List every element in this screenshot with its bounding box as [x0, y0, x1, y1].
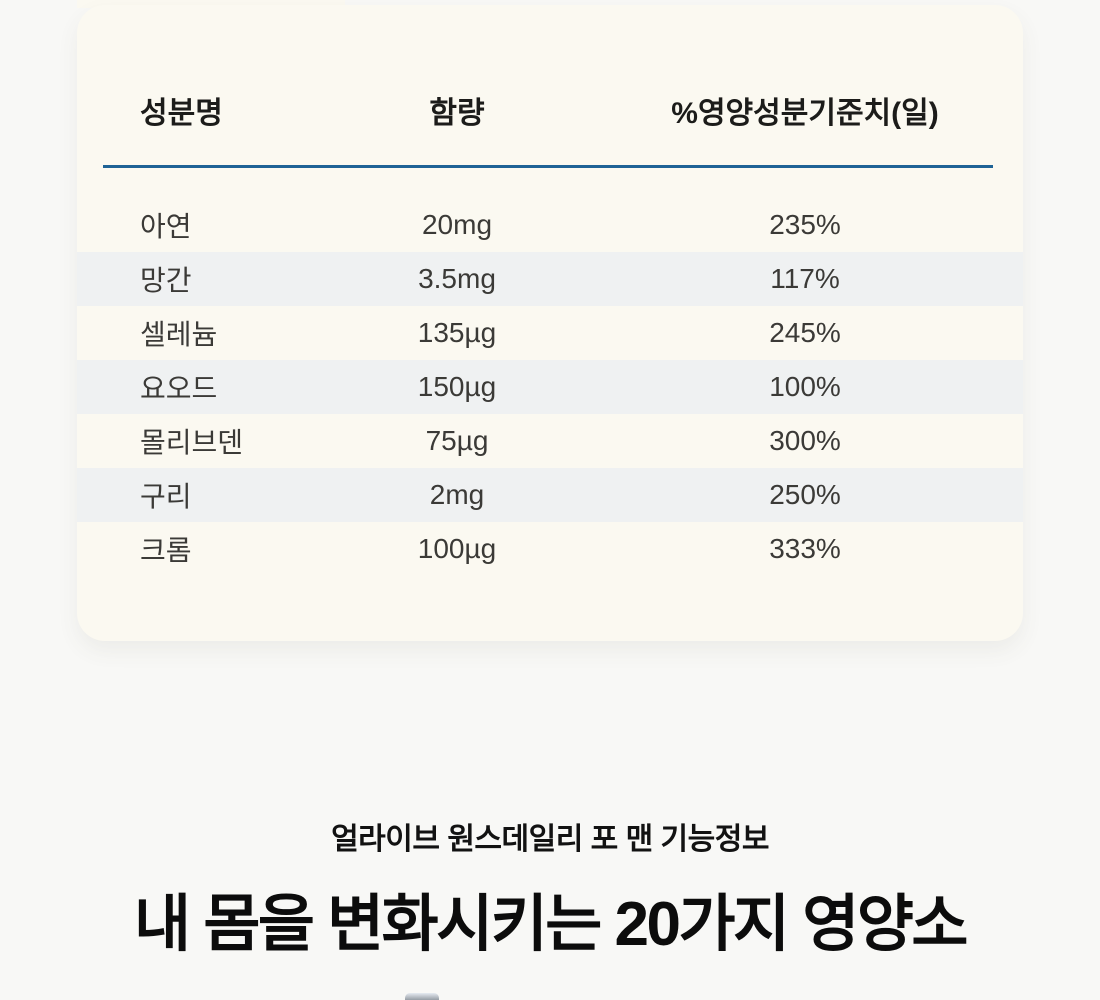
- ingredient-percent: 117%: [770, 263, 840, 294]
- section-subtitle: 얼라이브 원스데일리 포 맨 기능정보: [331, 823, 769, 856]
- column-header-amount: 함량: [429, 97, 485, 130]
- table-body: 아연 20mg 235% 망간 3.5mg 117% 셀레늄 135µg 245…: [77, 198, 1023, 576]
- ingredient-percent: 235%: [769, 209, 841, 240]
- ingredient-name: 망간: [140, 265, 192, 296]
- table-row: 셀레늄 135µg 245%: [77, 306, 1023, 360]
- ingredient-amount: 2mg: [429, 479, 485, 510]
- ingredient-name: 셀레늄: [140, 319, 218, 350]
- ingredient-name: 몰리브덴: [140, 427, 244, 458]
- previous-card-bottom-edge: [77, 0, 345, 8]
- ingredient-percent: 245%: [769, 317, 841, 348]
- ingredient-name: 크롬: [140, 535, 192, 566]
- table-row: 아연 20mg 235%: [77, 198, 1023, 252]
- nutrition-facts-card: 성분명 함량 %영양성분기준치(일) 아연 20mg 235% 망간 3.5mg…: [77, 5, 1023, 641]
- ingredient-amount: 3.5mg: [418, 263, 496, 294]
- ingredient-percent: 250%: [769, 479, 841, 510]
- ingredient-percent: 333%: [769, 533, 841, 564]
- header-divider-line: [103, 165, 993, 168]
- table-header-row: 성분명 함량 %영양성분기준치(일): [77, 85, 1023, 135]
- ingredient-amount: 100µg: [417, 533, 497, 564]
- ingredient-name: 요오드: [140, 373, 218, 404]
- ingredient-name: 아연: [140, 211, 192, 242]
- table-row: 몰리브덴 75µg 300%: [77, 414, 1023, 468]
- table-row: 크롬 100µg 333%: [77, 522, 1023, 576]
- column-header-daily-value: %영양성분기준치(일): [671, 97, 939, 130]
- ingredient-amount: 135µg: [417, 317, 497, 348]
- section-title: 내 몸을 변화시키는 20가지 영양소: [134, 890, 968, 959]
- column-header-ingredient: 성분명: [140, 97, 223, 130]
- next-section-graphic-peek: [405, 993, 439, 1000]
- ingredient-percent: 100%: [769, 371, 841, 402]
- table-row: 망간 3.5mg 117%: [77, 252, 1023, 306]
- table-row: 구리 2mg 250%: [77, 468, 1023, 522]
- ingredient-name: 구리: [140, 481, 192, 512]
- ingredient-amount: 75µg: [425, 425, 489, 456]
- ingredient-amount: 150µg: [417, 371, 497, 402]
- ingredient-percent: 300%: [769, 425, 841, 456]
- ingredient-amount: 20mg: [421, 209, 493, 240]
- table-row: 요오드 150µg 100%: [77, 360, 1023, 414]
